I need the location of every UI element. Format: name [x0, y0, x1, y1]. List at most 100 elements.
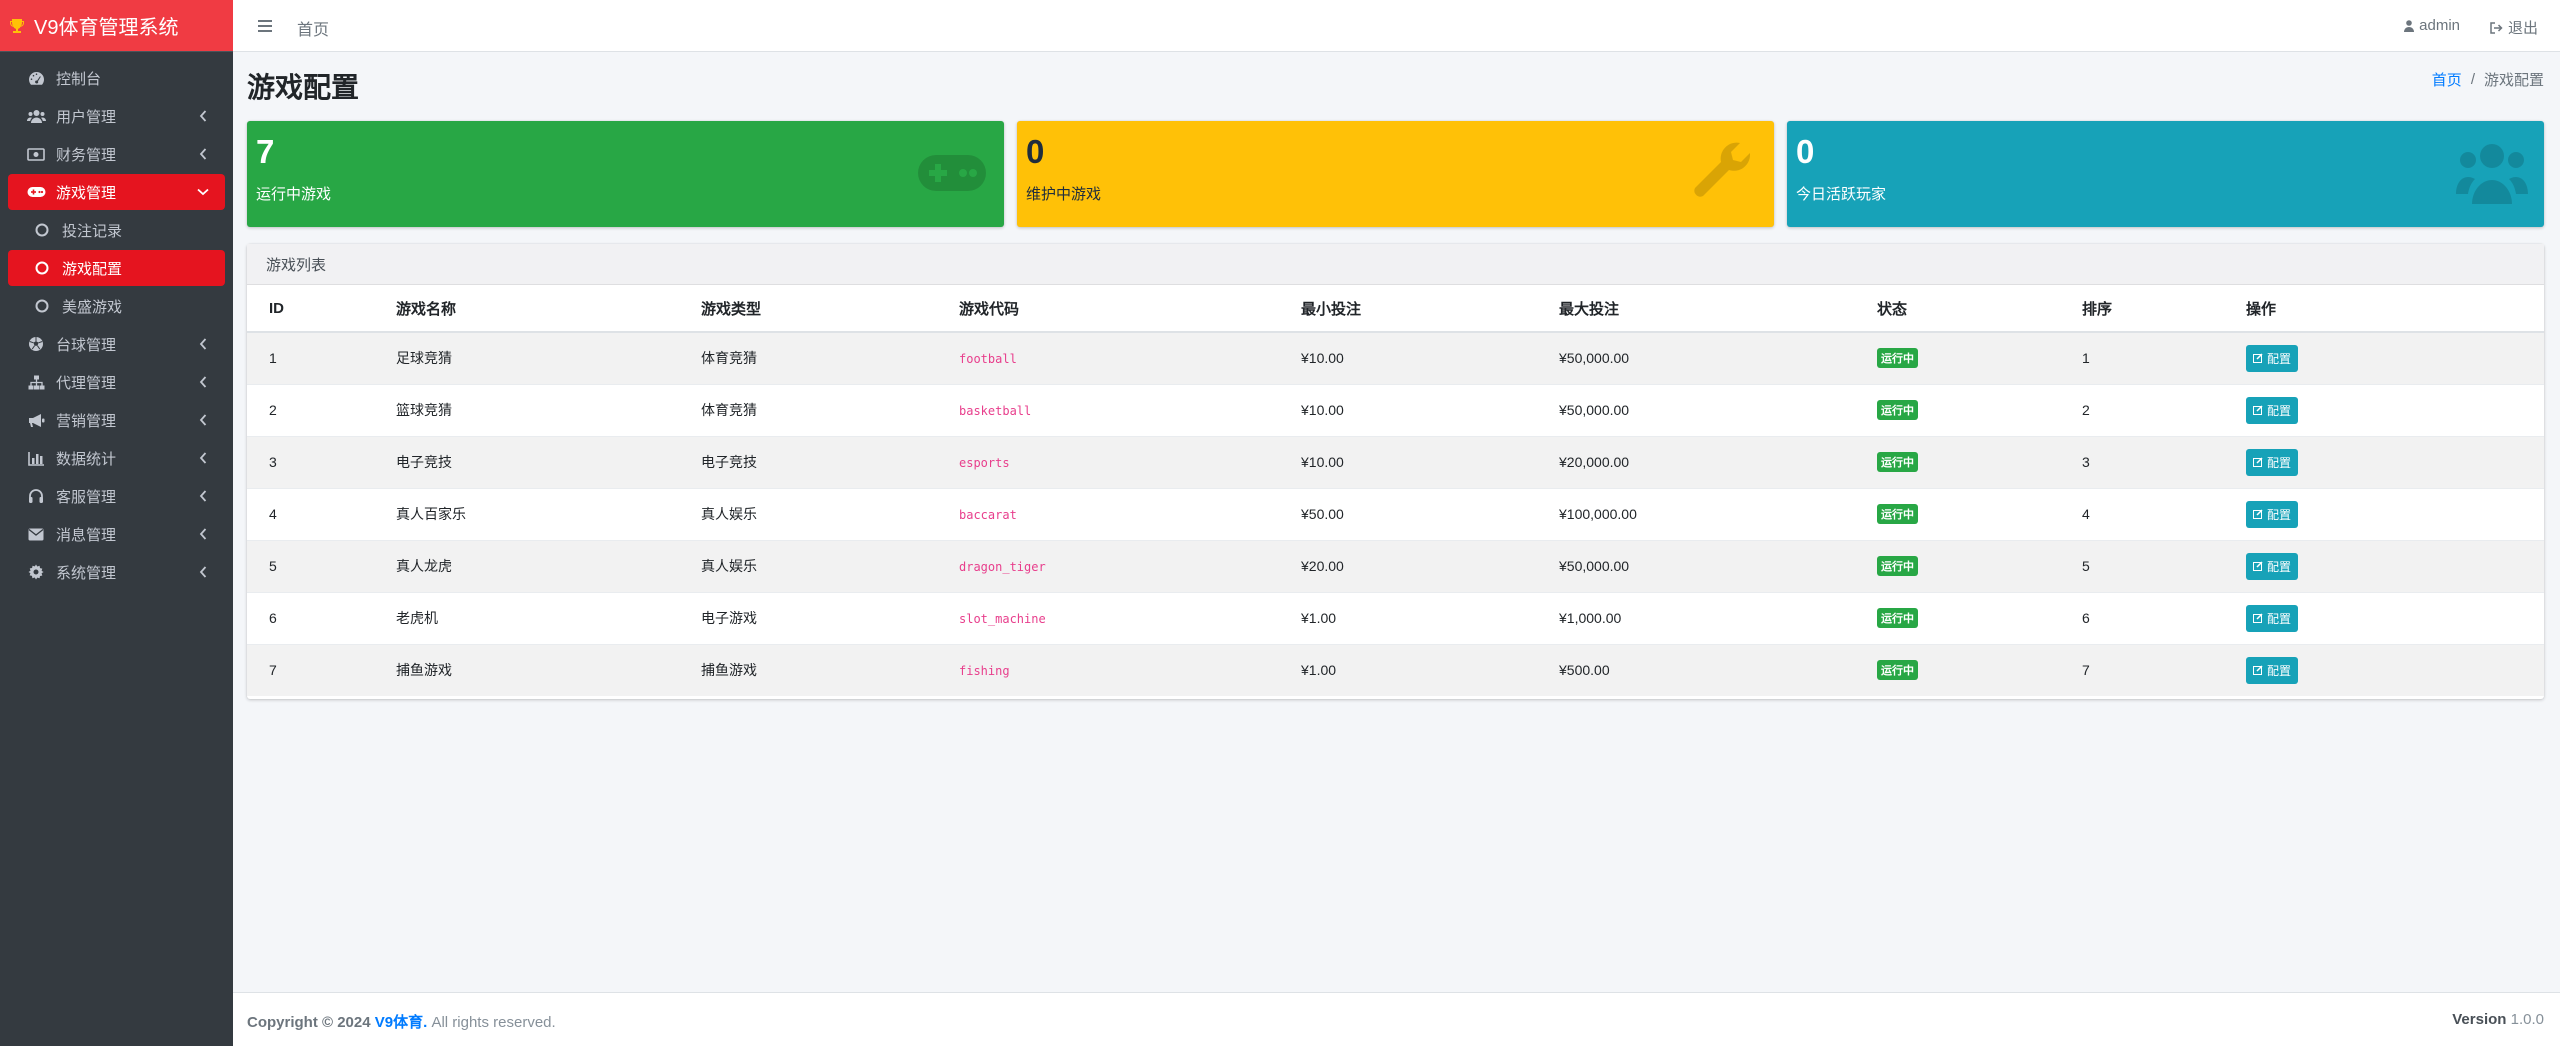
envelope-icon	[26, 524, 46, 544]
cell-action: 配置	[2246, 435, 2544, 488]
user-menu[interactable]: admin	[2404, 17, 2460, 34]
game-code: basketball	[959, 404, 1032, 418]
cell-min-bet: ¥1.00	[1301, 643, 1559, 696]
sidebar-item-agents[interactable]: 代理管理	[8, 364, 225, 400]
user-name: admin	[2419, 17, 2460, 34]
nav-home-link[interactable]: 首页	[297, 22, 330, 39]
stat-label: 今日活跃玩家	[1796, 186, 1887, 203]
config-button-label: 配置	[2267, 611, 2292, 626]
column-header: 游戏名称	[396, 285, 701, 333]
cell-name: 真人百家乐	[396, 487, 701, 540]
sidebar-item-label: 控制台	[56, 70, 102, 88]
users-icon	[26, 106, 46, 126]
sidebar-item-dashboard[interactable]: 控制台	[8, 60, 225, 96]
cell-id: 4	[247, 487, 396, 540]
table-row: 1 足球竞猜 体育竞猜 football ¥10.00 ¥50,000.00 运…	[247, 331, 2544, 384]
chevron-left-icon	[195, 374, 211, 390]
circle-icon	[34, 296, 50, 316]
breadcrumb-home-link[interactable]: 首页	[2431, 72, 2462, 89]
sidebar-item-users[interactable]: 用户管理	[8, 98, 225, 134]
cell-code: football	[959, 331, 1301, 384]
column-header: 状态	[1877, 285, 2082, 333]
sidebar-item-messages[interactable]: 消息管理	[8, 516, 225, 552]
logout-link[interactable]: 退出	[2490, 17, 2538, 38]
config-button[interactable]: 配置	[2246, 344, 2299, 372]
cell-action: 配置	[2246, 643, 2544, 696]
game-code: slot_machine	[959, 612, 1046, 626]
sidebar-item-meisheng-games[interactable]: 美盛游戏	[8, 288, 225, 324]
cell-code: fishing	[959, 643, 1301, 696]
dashboard-icon	[26, 68, 46, 88]
logout-label: 退出	[2507, 20, 2538, 37]
sidebar-item-marketing[interactable]: 营销管理	[8, 402, 225, 438]
config-button[interactable]: 配置	[2246, 552, 2299, 580]
config-button[interactable]: 配置	[2246, 500, 2299, 528]
cell-name: 篮球竞猜	[396, 383, 701, 436]
sidebar-item-label: 游戏配置	[62, 260, 123, 278]
menu-toggle-icon[interactable]	[255, 16, 275, 36]
sidebar-item-label: 系统管理	[56, 564, 117, 582]
footer: Copyright © 2024 V9体育. All rights reserv…	[233, 992, 2560, 1046]
column-header: 最大投注	[1559, 285, 1877, 333]
table-row: 2 篮球竞猜 体育竞猜 basketball ¥10.00 ¥50,000.00…	[247, 383, 2544, 436]
headset-icon	[26, 486, 46, 506]
sidebar-item-system[interactable]: 系统管理	[8, 554, 225, 590]
copyright: Copyright © 2024 V9体育. All rights reserv…	[247, 1011, 556, 1032]
top-navbar: 首页 admin 退出	[233, 0, 2560, 52]
sidebar-item-game-config[interactable]: 游戏配置	[8, 250, 225, 286]
sidebar-item-statistics[interactable]: 数据统计	[8, 440, 225, 476]
sidebar-item-finance[interactable]: 财务管理	[8, 136, 225, 172]
config-button[interactable]: 配置	[2246, 604, 2299, 632]
cell-status: 运行中	[1877, 487, 2082, 540]
cell-status: 运行中	[1877, 539, 2082, 592]
stat-box-active-players: 0 今日活跃玩家	[1787, 121, 2544, 227]
game-code: dragon_tiger	[959, 560, 1046, 574]
cell-max-bet: ¥1,000.00	[1559, 591, 1877, 644]
config-button[interactable]: 配置	[2246, 448, 2299, 476]
sidebar-item-games[interactable]: 游戏管理	[8, 174, 225, 210]
stat-label: 维护中游戏	[1026, 186, 1102, 203]
config-button[interactable]: 配置	[2246, 396, 2299, 424]
cell-status: 运行中	[1877, 591, 2082, 644]
sidebar: V9体育管理系统 控制台 用户管理 财务管理 游戏管理 投注记录 游戏配置	[0, 0, 233, 1046]
cell-type: 真人娱乐	[701, 487, 959, 540]
sign-out-icon	[2490, 21, 2503, 34]
circle-icon	[34, 258, 50, 278]
cell-min-bet: ¥1.00	[1301, 591, 1559, 644]
chevron-left-icon	[195, 526, 211, 542]
version-number: 1.0.0	[2510, 1011, 2544, 1028]
brand[interactable]: V9体育管理系统	[0, 0, 233, 52]
sidebar-item-label: 投注记录	[62, 222, 123, 240]
edit-icon	[2253, 405, 2263, 415]
cell-sort: 6	[2082, 591, 2246, 644]
chevron-left-icon	[195, 412, 211, 428]
cell-code: baccarat	[959, 487, 1301, 540]
edit-icon	[2253, 561, 2263, 571]
cell-sort: 1	[2082, 331, 2246, 384]
cell-status: 运行中	[1877, 435, 2082, 488]
chevron-left-icon	[195, 146, 211, 162]
sidebar-item-customer-service[interactable]: 客服管理	[8, 478, 225, 514]
cell-max-bet: ¥500.00	[1559, 643, 1877, 696]
sidebar-item-bet-records[interactable]: 投注记录	[8, 212, 225, 248]
footer-brand-link[interactable]: V9体育.	[374, 1014, 428, 1031]
cell-name: 足球竞猜	[396, 331, 701, 384]
chevron-left-icon	[195, 336, 211, 352]
cell-type: 电子竞技	[701, 435, 959, 488]
breadcrumb: 首页 / 游戏配置	[2432, 69, 2544, 90]
status-badge: 运行中	[1877, 556, 1918, 576]
circle-icon	[34, 220, 50, 240]
cell-action: 配置	[2246, 331, 2544, 384]
sidebar-item-billiards[interactable]: 台球管理	[8, 326, 225, 362]
sitemap-icon	[26, 372, 46, 392]
table-row: 7 捕鱼游戏 捕鱼游戏 fishing ¥1.00 ¥500.00 运行中 7 …	[247, 643, 2544, 696]
cell-name: 真人龙虎	[396, 539, 701, 592]
cell-max-bet: ¥100,000.00	[1559, 487, 1877, 540]
cell-min-bet: ¥10.00	[1301, 435, 1559, 488]
sidebar-nav: 控制台 用户管理 财务管理 游戏管理 投注记录 游戏配置 美盛游戏	[0, 52, 233, 590]
copyright-prefix: Copyright © 2024	[247, 1014, 371, 1031]
gear-icon	[26, 562, 46, 582]
config-button[interactable]: 配置	[2246, 656, 2299, 684]
cell-status: 运行中	[1877, 383, 2082, 436]
chevron-left-icon	[195, 564, 211, 580]
